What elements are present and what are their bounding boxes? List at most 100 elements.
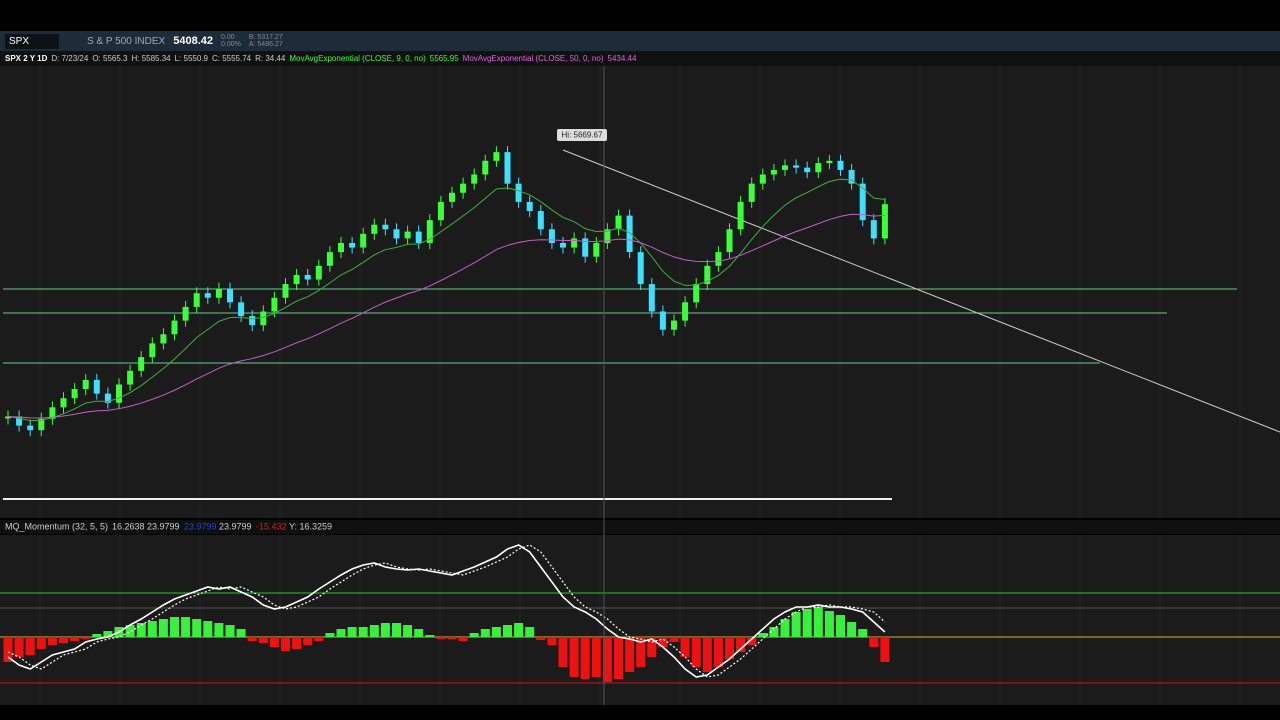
histogram-bar <box>736 637 746 652</box>
candle <box>27 425 34 431</box>
candle <box>881 204 888 239</box>
momentum-v3: 23.9799 <box>184 521 217 531</box>
histogram-bar <box>236 629 246 637</box>
candle <box>804 167 811 173</box>
histogram-bar <box>847 622 857 637</box>
last-price: 5408.42 <box>173 35 213 47</box>
bid: B: 5317.27 <box>248 34 283 41</box>
histogram-bar <box>70 637 80 641</box>
histogram-bar <box>602 637 612 682</box>
histogram-bar <box>858 629 868 637</box>
toolbar: SPX S & P 500 INDEX 5408.42 0.00 0.00% B:… <box>0 31 1280 51</box>
histogram-bar <box>702 637 712 672</box>
tooltip-box <box>557 129 607 141</box>
candle <box>604 229 611 243</box>
histogram-bar <box>14 637 24 657</box>
histogram-bar <box>658 637 668 647</box>
candle <box>293 274 300 285</box>
histogram-bar <box>425 635 435 637</box>
info-low: L: 5550.9 <box>174 54 208 63</box>
description: S & P 500 INDEX <box>87 35 166 47</box>
change-pct: 0.00% <box>220 41 241 48</box>
histogram-bar <box>491 627 501 637</box>
candle <box>615 215 622 230</box>
candle <box>482 160 489 175</box>
top-strip <box>0 0 1280 28</box>
symbol-box[interactable]: SPX <box>5 33 60 49</box>
candle <box>138 357 145 371</box>
candle <box>116 384 122 403</box>
candle <box>249 316 256 326</box>
ema-slow: MovAvgExponential (CLOSE, 50, 0, no) <box>462 54 604 63</box>
candle <box>748 183 755 202</box>
histogram-bar <box>158 619 168 637</box>
candle <box>104 393 111 403</box>
candle <box>648 284 655 312</box>
histogram-bar <box>758 633 768 637</box>
candle <box>404 231 411 239</box>
candle <box>449 192 455 202</box>
candle <box>382 224 389 230</box>
histogram-bar <box>747 637 757 645</box>
candle <box>260 311 267 326</box>
ema-slow-value: 5434.44 <box>607 54 637 63</box>
candle <box>49 407 56 419</box>
histogram-bar <box>325 633 335 637</box>
candle <box>315 265 322 280</box>
candle <box>815 163 822 173</box>
histogram-bar <box>281 637 290 651</box>
histogram-bar <box>92 634 102 637</box>
histogram-bar <box>458 637 468 641</box>
momentum-v3b: 23.9799 <box>219 521 252 531</box>
histogram-bar <box>403 625 413 637</box>
histogram-bar <box>59 637 68 643</box>
histogram-bar <box>669 637 679 642</box>
histogram-bar <box>791 612 801 637</box>
histogram-bar <box>347 627 357 637</box>
momentum-v1: 16.2638 <box>112 521 145 531</box>
candle <box>870 220 877 239</box>
tooltip: Hi: 5669.67 <box>562 131 603 140</box>
histogram-bar <box>225 625 235 637</box>
candle <box>93 379 100 394</box>
candle <box>759 174 766 184</box>
grid <box>39 66 1241 705</box>
candle <box>582 238 589 257</box>
histogram-bar <box>292 637 302 649</box>
momentum-v2: 23.9799 <box>147 521 180 531</box>
histogram-bar <box>170 617 179 637</box>
candle <box>82 379 89 390</box>
momentum-name: MQ_Momentum (32, 5, 5) <box>5 521 108 531</box>
candle <box>371 224 378 234</box>
candle <box>848 169 855 184</box>
histogram-bar <box>680 637 690 657</box>
histogram-bar <box>414 629 424 637</box>
candle <box>671 320 677 330</box>
candle <box>593 242 600 257</box>
histogram-bar <box>47 637 57 645</box>
histogram-bar <box>536 637 546 640</box>
histogram-bar <box>436 637 446 639</box>
candle <box>493 152 500 161</box>
histogram-bar <box>314 637 324 641</box>
histogram-bar <box>336 629 346 637</box>
oscillator-line <box>7 544 886 678</box>
candle <box>60 398 67 408</box>
candle <box>460 183 467 193</box>
histogram-bar <box>691 637 701 667</box>
histogram-bar <box>580 637 590 679</box>
histogram-bar <box>547 637 557 645</box>
candle <box>215 288 222 298</box>
ask: A: 5486.27 <box>248 41 283 48</box>
candle <box>560 242 566 248</box>
histogram-bar <box>569 637 579 677</box>
candle <box>227 288 233 303</box>
candle <box>693 284 700 303</box>
histogram-bar <box>503 625 512 637</box>
change: 0.00 <box>220 34 235 41</box>
histogram-bar <box>802 609 812 637</box>
candle <box>515 183 522 202</box>
histogram-bar <box>81 637 91 639</box>
candle <box>715 252 722 266</box>
